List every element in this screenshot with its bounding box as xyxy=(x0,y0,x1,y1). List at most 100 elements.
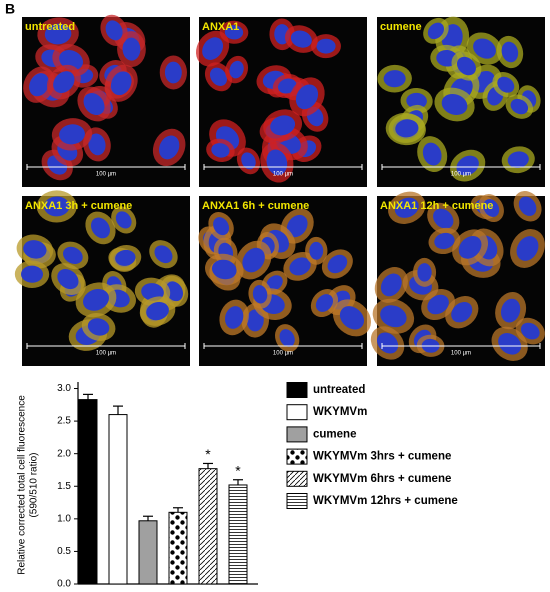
bar xyxy=(168,511,188,585)
nucleus xyxy=(380,305,407,328)
nucleus xyxy=(266,275,283,291)
nucleus xyxy=(510,98,529,115)
nucleus xyxy=(241,152,256,170)
nucleus xyxy=(417,263,432,282)
nucleus xyxy=(518,196,537,216)
nucleus xyxy=(21,265,44,283)
nucleus xyxy=(458,236,482,259)
nucleus xyxy=(23,240,47,259)
legend-swatch xyxy=(286,382,308,398)
significance-mark: * xyxy=(235,462,241,478)
nucleus xyxy=(83,93,105,116)
nucleus xyxy=(277,78,297,94)
nucleus xyxy=(383,70,406,88)
scale-bar-label: 100 µm xyxy=(273,351,293,357)
nucleus xyxy=(433,208,454,229)
nucleus xyxy=(115,211,132,229)
legend-label: untreated xyxy=(313,384,365,396)
nucleus xyxy=(141,283,164,301)
y-axis-label: Relative corrected total cell fluorescen… xyxy=(17,395,28,575)
y-axis-label: (590/510 ratio) xyxy=(29,452,40,517)
legend-label: WKYMVm 6hrs + cumene xyxy=(313,473,451,485)
nucleus xyxy=(270,115,296,136)
nucleus xyxy=(90,217,110,239)
scale-bar-label: 100 µm xyxy=(96,351,116,357)
bar xyxy=(108,414,128,585)
legend-label: WKYMVm 12hrs + cumene xyxy=(313,495,458,507)
bar xyxy=(138,520,158,585)
micrograph-label: cumene xyxy=(380,21,422,33)
scale-bar-label: 100 µm xyxy=(451,351,471,357)
nucleus xyxy=(202,37,224,60)
nucleus xyxy=(473,38,496,59)
micrograph: 100 µm ANXA1 3h + cumene xyxy=(14,190,190,366)
nucleus xyxy=(498,333,522,355)
nucleus xyxy=(209,67,228,86)
nucleus xyxy=(456,155,479,176)
nucleus xyxy=(516,236,539,261)
nucleus xyxy=(380,273,402,297)
nucleus xyxy=(43,196,70,217)
nucleus xyxy=(63,246,83,264)
micrograph-label: untreated xyxy=(25,21,75,33)
nucleus xyxy=(44,23,72,45)
nucleus xyxy=(82,288,110,311)
nucleus xyxy=(29,73,50,97)
nucleus xyxy=(286,214,308,238)
legend-swatch xyxy=(286,470,308,487)
nucleus xyxy=(164,61,182,84)
scale-bar-label: 100 µm xyxy=(451,172,471,178)
legend-swatch xyxy=(286,448,308,465)
y-tick-label: 2.0 xyxy=(57,448,71,459)
bar xyxy=(78,399,98,585)
y-tick-label: 1.5 xyxy=(57,481,71,492)
nucleus xyxy=(434,232,455,250)
nucleus xyxy=(57,269,79,290)
micrograph-label: ANXA1 6h + cumene xyxy=(202,200,309,212)
nucleus xyxy=(309,241,324,260)
micrograph: 100 µm ANXA1 xyxy=(195,17,367,187)
nucleus xyxy=(427,294,449,315)
nucleus xyxy=(88,133,106,156)
nucleus xyxy=(507,151,529,169)
significance-mark: * xyxy=(205,446,211,462)
nucleus xyxy=(59,124,85,145)
nucleus xyxy=(451,301,473,323)
scale-bar-label: 100 µm xyxy=(273,172,293,178)
micrograph-label: ANXA1 12h + cumene xyxy=(380,200,493,212)
nucleus xyxy=(279,329,295,347)
nucleus xyxy=(105,20,123,41)
y-tick-label: 0.0 xyxy=(57,579,71,590)
legend-label: WKYMVm 3hrs + cumene xyxy=(313,451,451,463)
nucleus xyxy=(159,135,180,160)
y-tick-label: 0.5 xyxy=(57,546,71,557)
nucleus xyxy=(115,249,136,266)
legend-label: cumene xyxy=(313,428,356,440)
micrograph: 100 µm ANXA1 6h + cumene xyxy=(198,196,372,366)
nucleus xyxy=(229,60,244,79)
nucleus xyxy=(315,294,334,312)
micrograph: 100 µm ANXA1 12h + cumene xyxy=(370,191,545,366)
nucleus xyxy=(266,149,288,176)
nucleus xyxy=(211,259,237,280)
nucleus xyxy=(146,301,169,321)
nucleus xyxy=(422,142,442,166)
y-tick-label: 2.5 xyxy=(57,416,71,427)
micrograph-label: ANXA1 3h + cumene xyxy=(25,200,132,212)
nucleus xyxy=(406,92,427,109)
legend-swatch xyxy=(286,404,308,421)
nucleus xyxy=(316,38,336,54)
nucleus xyxy=(53,71,75,94)
nucleus xyxy=(500,298,521,323)
nucleus xyxy=(165,281,184,302)
legend-swatch xyxy=(286,426,308,443)
nucleus xyxy=(110,71,132,96)
nucleus xyxy=(295,84,319,110)
nucleus xyxy=(213,217,230,236)
nucleus xyxy=(483,199,500,217)
nucleus xyxy=(246,309,264,332)
nucleus xyxy=(501,41,519,63)
nucleus xyxy=(427,22,445,40)
nucleus xyxy=(87,318,110,336)
